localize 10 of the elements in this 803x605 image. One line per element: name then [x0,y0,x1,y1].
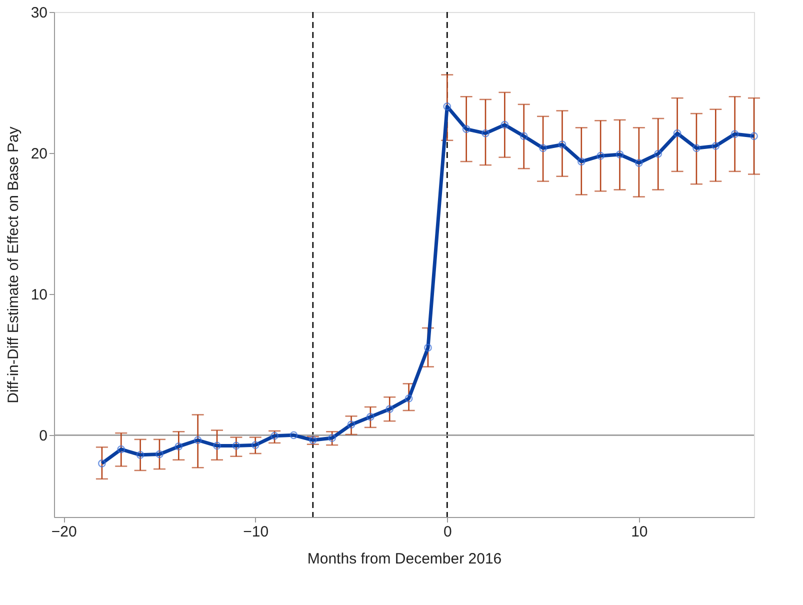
y-tick-label: 10 [30,286,48,304]
y-tick-label: 30 [30,4,48,22]
x-tick-label: 10 [631,524,648,540]
y-tick-label: 20 [30,146,48,163]
x-tick-label: 0 [443,524,452,540]
y-tick-label: 0 [39,428,48,445]
y-axis-title: Diff-in-Diff Estimate of Effect on Base Pay [4,126,22,404]
x-tick-label: −20 [51,524,77,540]
x-axis-title: Months from December 2016 [307,550,502,568]
x-tick-label: −10 [243,524,269,540]
